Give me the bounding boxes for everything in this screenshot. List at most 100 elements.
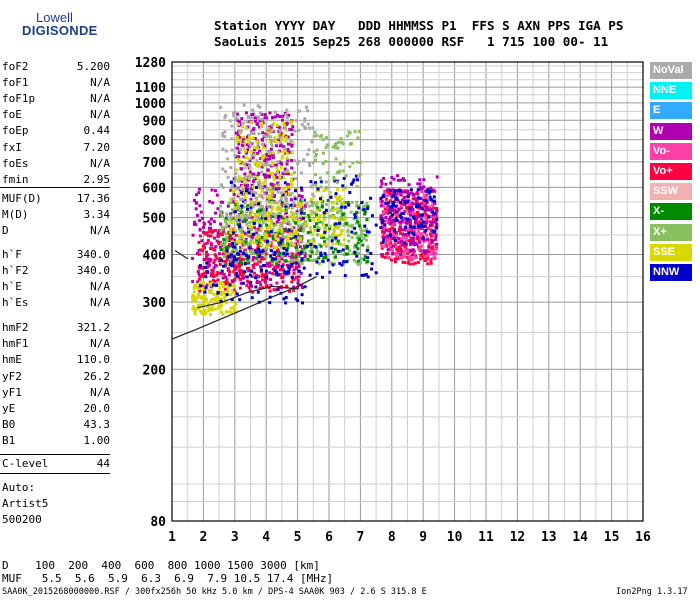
data-point xyxy=(257,254,261,258)
data-point xyxy=(267,126,271,130)
data-point xyxy=(307,239,311,243)
data-point xyxy=(236,214,240,218)
data-point xyxy=(222,264,225,268)
data-point xyxy=(356,262,360,266)
data-point xyxy=(432,257,436,260)
data-point xyxy=(214,189,217,193)
data-point xyxy=(315,252,319,255)
data-point xyxy=(247,230,251,234)
data-point xyxy=(253,202,257,206)
data-point xyxy=(248,289,252,293)
x-tick-label: 12 xyxy=(510,530,526,545)
data-point xyxy=(296,239,300,243)
data-point xyxy=(244,240,248,244)
data-point xyxy=(238,240,242,244)
data-point xyxy=(262,163,266,167)
data-point xyxy=(382,230,386,234)
data-point xyxy=(274,144,278,148)
param-row: MUF(D) 17.36 xyxy=(2,192,110,208)
data-point xyxy=(360,232,364,236)
data-point xyxy=(224,232,228,236)
data-point xyxy=(238,123,242,127)
data-point xyxy=(281,114,285,118)
data-point xyxy=(257,247,261,251)
data-point xyxy=(298,109,301,113)
data-point xyxy=(263,184,267,188)
data-point xyxy=(284,218,288,222)
data-point xyxy=(284,128,288,132)
data-point xyxy=(305,246,309,250)
data-point xyxy=(282,133,286,137)
data-point xyxy=(290,241,294,245)
data-point xyxy=(251,218,255,222)
data-point xyxy=(249,116,253,120)
data-point xyxy=(255,186,258,189)
data-point xyxy=(232,114,236,118)
data-point xyxy=(395,247,399,251)
data-point xyxy=(277,231,281,235)
param-label: foF1p xyxy=(2,92,36,106)
data-point xyxy=(290,120,294,124)
data-point xyxy=(411,197,415,201)
data-point xyxy=(297,203,301,207)
data-point xyxy=(226,204,230,208)
x-tick-label: 2 xyxy=(199,530,207,545)
trace-line xyxy=(171,276,317,340)
data-point xyxy=(322,242,326,246)
chart-points xyxy=(190,103,439,317)
data-point xyxy=(256,104,260,108)
data-point xyxy=(202,281,206,285)
data-point xyxy=(355,174,358,178)
data-point xyxy=(401,212,405,215)
data-point xyxy=(241,281,245,285)
data-point xyxy=(227,224,231,228)
data-point xyxy=(400,219,404,223)
data-point xyxy=(217,306,221,310)
data-point xyxy=(331,250,335,254)
data-point xyxy=(268,150,272,154)
data-point xyxy=(265,218,269,222)
data-point xyxy=(299,235,303,238)
data-point xyxy=(251,156,255,160)
data-point xyxy=(403,217,407,221)
data-point xyxy=(245,215,249,219)
data-point xyxy=(409,249,413,253)
data-point xyxy=(284,244,288,248)
data-point xyxy=(250,183,254,187)
data-point xyxy=(310,140,314,144)
data-point xyxy=(430,252,434,256)
data-point xyxy=(338,199,342,203)
data-point xyxy=(310,210,314,214)
data-point xyxy=(229,197,233,201)
data-point xyxy=(261,212,265,216)
data-point xyxy=(291,203,295,207)
data-point xyxy=(237,265,241,269)
data-point xyxy=(388,229,392,233)
data-point xyxy=(404,233,407,236)
data-point xyxy=(277,125,281,129)
data-point xyxy=(271,151,275,155)
data-point xyxy=(283,171,287,175)
data-point xyxy=(334,195,338,199)
data-point xyxy=(285,239,289,243)
data-point xyxy=(412,216,416,220)
data-point xyxy=(199,248,203,252)
data-point xyxy=(324,186,328,189)
data-point xyxy=(294,232,298,236)
data-point xyxy=(191,295,195,299)
data-point xyxy=(221,215,224,219)
data-point xyxy=(406,206,410,210)
y-tick-label: 500 xyxy=(143,212,167,227)
data-point xyxy=(220,310,223,314)
header-line-1: Station YYYY DAY DDD HHMMSS P1 FFS S AXN… xyxy=(214,18,624,33)
data-point xyxy=(297,269,301,273)
data-point xyxy=(270,193,274,197)
data-point xyxy=(412,230,416,234)
data-point xyxy=(232,298,236,302)
data-point xyxy=(384,216,388,219)
data-point xyxy=(198,204,202,208)
data-point xyxy=(232,257,236,261)
data-point xyxy=(340,263,344,267)
data-point xyxy=(423,209,427,213)
data-point xyxy=(336,196,340,200)
